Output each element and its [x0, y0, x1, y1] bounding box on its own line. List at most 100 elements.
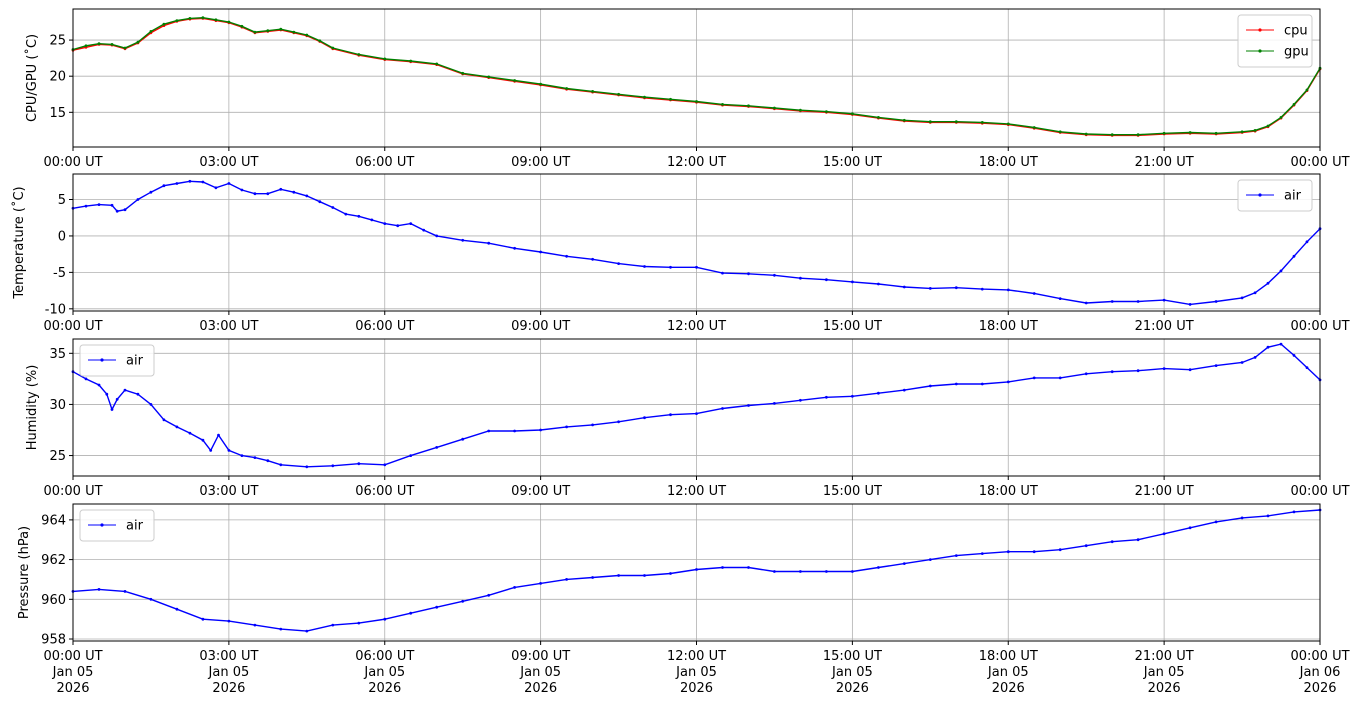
data-point-air	[227, 449, 231, 452]
x-tick-label: 21:00 UT	[1135, 155, 1194, 170]
x-tick-year: 2026	[836, 681, 869, 696]
legend-box	[79, 509, 155, 542]
y-tick-label: 5	[58, 193, 66, 208]
data-point-air	[201, 438, 205, 442]
y-tick-label: 962	[41, 553, 66, 568]
data-point-air	[1292, 354, 1296, 357]
data-point-air	[149, 403, 153, 406]
data-point-air	[331, 464, 335, 468]
x-tick-label: 18:00 UT	[979, 319, 1038, 334]
data-point-gpu	[695, 100, 698, 103]
data-point-air	[1136, 538, 1140, 542]
data-point-air	[1162, 367, 1166, 370]
x-tick-label: 00:00 UT	[1290, 319, 1349, 334]
data-point-air	[1006, 550, 1010, 554]
data-point-air	[1058, 376, 1062, 380]
data-point-air	[773, 273, 776, 277]
data-point-air	[149, 190, 153, 194]
x-tick-year: 2026	[680, 681, 713, 696]
data-point-air	[1266, 345, 1270, 349]
data-point-air	[149, 597, 153, 601]
x-tick-label: 12:00 UT	[667, 319, 726, 334]
x-tick-label: 00:00 UT	[43, 155, 102, 170]
y-axis-label: Humidity (%)	[25, 365, 40, 451]
data-point-gpu	[954, 120, 958, 124]
x-tick-date: Jan 05	[52, 665, 94, 680]
data-point-gpu	[136, 40, 140, 44]
y-tick-label: 35	[49, 347, 66, 362]
data-point-air	[617, 262, 620, 265]
data-point-air	[851, 570, 854, 573]
data-point-air	[357, 214, 361, 218]
data-point-air	[123, 388, 127, 392]
data-point-air	[305, 629, 309, 633]
data-point-gpu	[565, 87, 568, 90]
data-point-air	[487, 429, 491, 433]
data-point-air	[1084, 544, 1088, 548]
legend-label-air: air	[126, 354, 144, 369]
data-point-air	[591, 423, 594, 427]
series-line-gpu	[72, 16, 1321, 136]
data-point-air	[928, 287, 932, 290]
data-point-air	[1162, 298, 1166, 302]
data-point-air	[435, 605, 439, 609]
data-point-air	[747, 272, 750, 276]
data-point-gpu	[201, 16, 205, 20]
data-point-air	[539, 582, 542, 585]
data-point-air	[669, 265, 672, 269]
data-point-air	[136, 198, 140, 201]
panel-1	[69, 8, 1322, 151]
data-point-air	[1188, 526, 1192, 530]
data-point-air	[1032, 550, 1036, 554]
data-point-air	[1084, 372, 1088, 376]
data-point-air	[1305, 240, 1309, 244]
data-point-gpu	[1006, 122, 1010, 126]
x-tick-label: 00:00 UT	[1290, 484, 1349, 499]
data-point-air	[721, 566, 724, 569]
data-point-gpu	[1214, 131, 1218, 135]
data-point-air	[928, 558, 932, 561]
data-point-air	[954, 286, 958, 290]
data-point-gpu	[617, 92, 620, 96]
data-point-air	[253, 456, 257, 459]
data-point-air	[110, 408, 114, 411]
data-point-air	[877, 282, 880, 286]
data-point-air	[643, 574, 646, 577]
x-tick-label: 15:00 UT	[823, 319, 882, 334]
data-point-air	[902, 285, 906, 289]
data-point-gpu	[799, 108, 802, 112]
data-point-air	[115, 397, 119, 401]
data-point-gpu	[1240, 130, 1244, 134]
data-point-air	[902, 388, 906, 392]
data-point-air	[253, 192, 257, 196]
data-point-air	[115, 209, 119, 213]
x-tick-label: 00:00 UT	[43, 649, 102, 664]
data-point-gpu	[175, 19, 179, 22]
data-point-air	[409, 454, 413, 457]
x-tick-date: Jan 06	[1299, 665, 1341, 680]
data-point-air	[97, 383, 101, 387]
data-point-air	[1240, 361, 1244, 364]
data-point-air	[539, 428, 542, 432]
data-point-air	[877, 391, 880, 395]
legend-marker-air	[100, 358, 104, 362]
data-point-air	[370, 218, 374, 222]
x-tick-year: 2026	[524, 681, 557, 696]
data-point-air	[565, 425, 568, 429]
data-point-air	[136, 392, 140, 396]
data-point-air	[773, 570, 776, 573]
data-point-air	[188, 431, 192, 435]
data-point-air	[279, 463, 283, 467]
x-tick-label: 03:00 UT	[199, 155, 258, 170]
data-point-air	[227, 619, 231, 623]
data-point-air	[928, 384, 932, 388]
data-point-air	[110, 203, 114, 207]
x-tick-date: Jan 05	[363, 665, 405, 680]
x-tick-date: Jan 05	[831, 665, 873, 680]
x-tick-label: 21:00 UT	[1135, 649, 1194, 664]
data-point-air	[954, 382, 958, 386]
data-point-gpu	[1266, 124, 1270, 128]
data-point-gpu	[97, 42, 101, 46]
data-point-air	[318, 200, 322, 204]
data-point-air	[1006, 380, 1010, 384]
